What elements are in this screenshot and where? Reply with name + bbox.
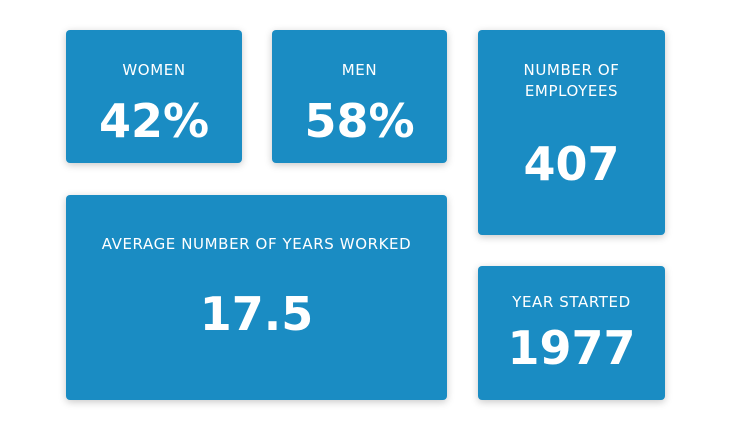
stat-label-women: WOMEN — [122, 61, 186, 79]
stat-tile-men: MEN 58% — [272, 30, 447, 163]
stat-tile-year-started: YEAR STARTED 1977 — [478, 266, 665, 400]
stat-value-year-started: 1977 — [507, 321, 636, 375]
stat-label-employees: NUMBER OF EMPLOYEES — [478, 60, 665, 102]
stat-value-employees: 407 — [523, 137, 620, 191]
stat-tile-employees: NUMBER OF EMPLOYEES 407 — [478, 30, 665, 235]
stat-tile-women: WOMEN 42% — [66, 30, 242, 163]
stat-value-men: 58% — [304, 94, 415, 148]
stat-value-women: 42% — [98, 94, 210, 148]
stat-label-year-started: YEAR STARTED — [512, 293, 631, 311]
stat-label-employees-line1: NUMBER OF — [523, 61, 620, 79]
stat-label-employees-line2: EMPLOYEES — [524, 82, 619, 100]
stat-value-years-worked: 17.5 — [199, 287, 314, 341]
stat-tile-years-worked: AVERAGE NUMBER OF YEARS WORKED 17.5 — [66, 195, 447, 400]
stat-label-years-worked: AVERAGE NUMBER OF YEARS WORKED — [101, 235, 412, 253]
stat-label-men: MEN — [341, 61, 378, 79]
